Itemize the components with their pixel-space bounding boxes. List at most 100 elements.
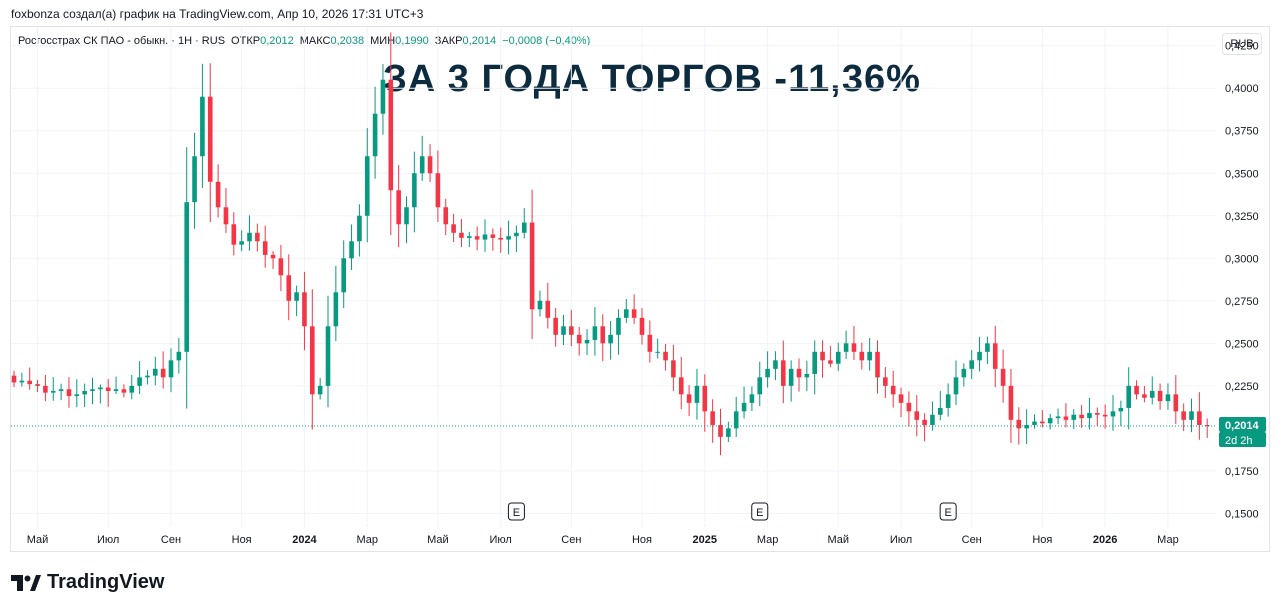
candle-body [129,385,135,393]
candle-body [592,326,598,340]
candle [1024,409,1029,445]
candle [160,351,166,389]
candle-body [145,375,150,378]
candle [537,290,543,317]
candle [749,386,755,412]
candle [922,413,927,442]
y-tick-label: 0,3750 [1225,126,1259,138]
candle-body [207,96,213,182]
candle [788,360,794,402]
candle-body [1040,421,1045,424]
candle-body [1118,407,1124,412]
candle-body [1055,416,1061,419]
candle [710,399,715,443]
candle [804,360,810,392]
candle-body [639,317,645,335]
candle [1110,395,1116,431]
legend-open-value: 0,2012 [260,35,294,47]
candle [1055,408,1061,425]
candle [584,329,590,356]
candle-body [576,334,582,344]
tradingview-logo-icon [11,574,41,591]
candle [1142,385,1147,403]
price-axis[interactable]: 0,4250 0,4000 0,3750 0,3500 0,3250 0,3000 0,27… [1225,41,1259,521]
time-axis[interactable]: Май Июл Сен Ноя 2024 Мар Май Июл Сен Ноя 2025 Мар Ма… [27,534,1179,546]
chart-attribution: foxbonza создал(а) график на TradingView… [11,7,424,21]
candle [757,361,763,407]
candle-body [930,414,935,425]
candle-body [90,389,95,391]
candle-body [82,390,87,395]
candle-body [624,309,629,318]
candle [1157,383,1163,410]
candle-body [451,224,456,233]
candle-body [953,377,959,395]
candle [624,299,629,323]
candle [302,271,307,351]
candle-body [726,428,731,437]
y-tick-label: 0,4250 [1225,41,1259,53]
candle [812,340,817,395]
candle-body [223,207,229,225]
tradingview-logo[interactable]: TradingView [11,571,164,594]
candle-body [58,389,64,391]
candle [576,326,582,356]
candle-body [168,360,174,378]
earnings-marker[interactable]: E [751,502,769,521]
candle [514,225,519,252]
candle [443,198,449,235]
candle-body [1149,390,1155,398]
candle-body [121,389,127,393]
candle-body [828,360,833,364]
chart-legend: Росгосстрах СК ПАО - обыкн. · 1Н · RUS О… [18,35,590,47]
legend-symbol[interactable]: Росгосстрах СК ПАО - обыкн. · 1Н · RUS [18,35,226,47]
y-tick-label: 0,1750 [1225,466,1259,478]
candle-body [835,351,841,364]
candle [372,86,378,179]
candle-body [262,241,268,255]
legend-close-label: ЗАКР [434,35,463,47]
candle-body [192,156,197,203]
candle-body [357,215,362,242]
candle-body [600,326,606,344]
candle-body [1095,413,1100,415]
candle [27,367,32,390]
earnings-marker[interactable]: E [939,502,957,521]
candle [1134,380,1139,400]
candle [74,379,80,408]
candle [474,226,480,251]
candle-body [749,394,755,403]
chart-frame [10,26,1270,552]
x-tick-label: 2024 [292,534,317,546]
candle-body [482,234,488,240]
candle [427,144,433,182]
candle [82,383,87,408]
candle [608,320,613,360]
candle-body [529,222,535,310]
candle [396,165,401,248]
legend-low-label: МИН [370,35,396,47]
candle [1173,375,1179,425]
candle-body [184,202,189,352]
candle-body [671,360,676,378]
earnings-marker[interactable]: E [507,502,525,521]
x-tick-label: 2026 [1093,534,1117,546]
candle-body [859,351,865,361]
candle-body [310,326,315,395]
y-tick-label: 0,2500 [1225,338,1259,350]
legend-change: −0,0008 (−0,40%) [502,35,591,47]
candle-body [875,351,880,378]
candle [43,374,48,402]
currency-button[interactable]: RUB [1222,33,1262,55]
candle-body [553,317,558,335]
x-tick-label: Сен [561,534,581,546]
candle [733,396,739,438]
candle-body [922,419,927,425]
candle-body [286,275,292,301]
candle [482,219,488,252]
candle-body [867,351,872,361]
candle [223,188,229,233]
candle-body [781,360,786,386]
candle [278,245,284,292]
